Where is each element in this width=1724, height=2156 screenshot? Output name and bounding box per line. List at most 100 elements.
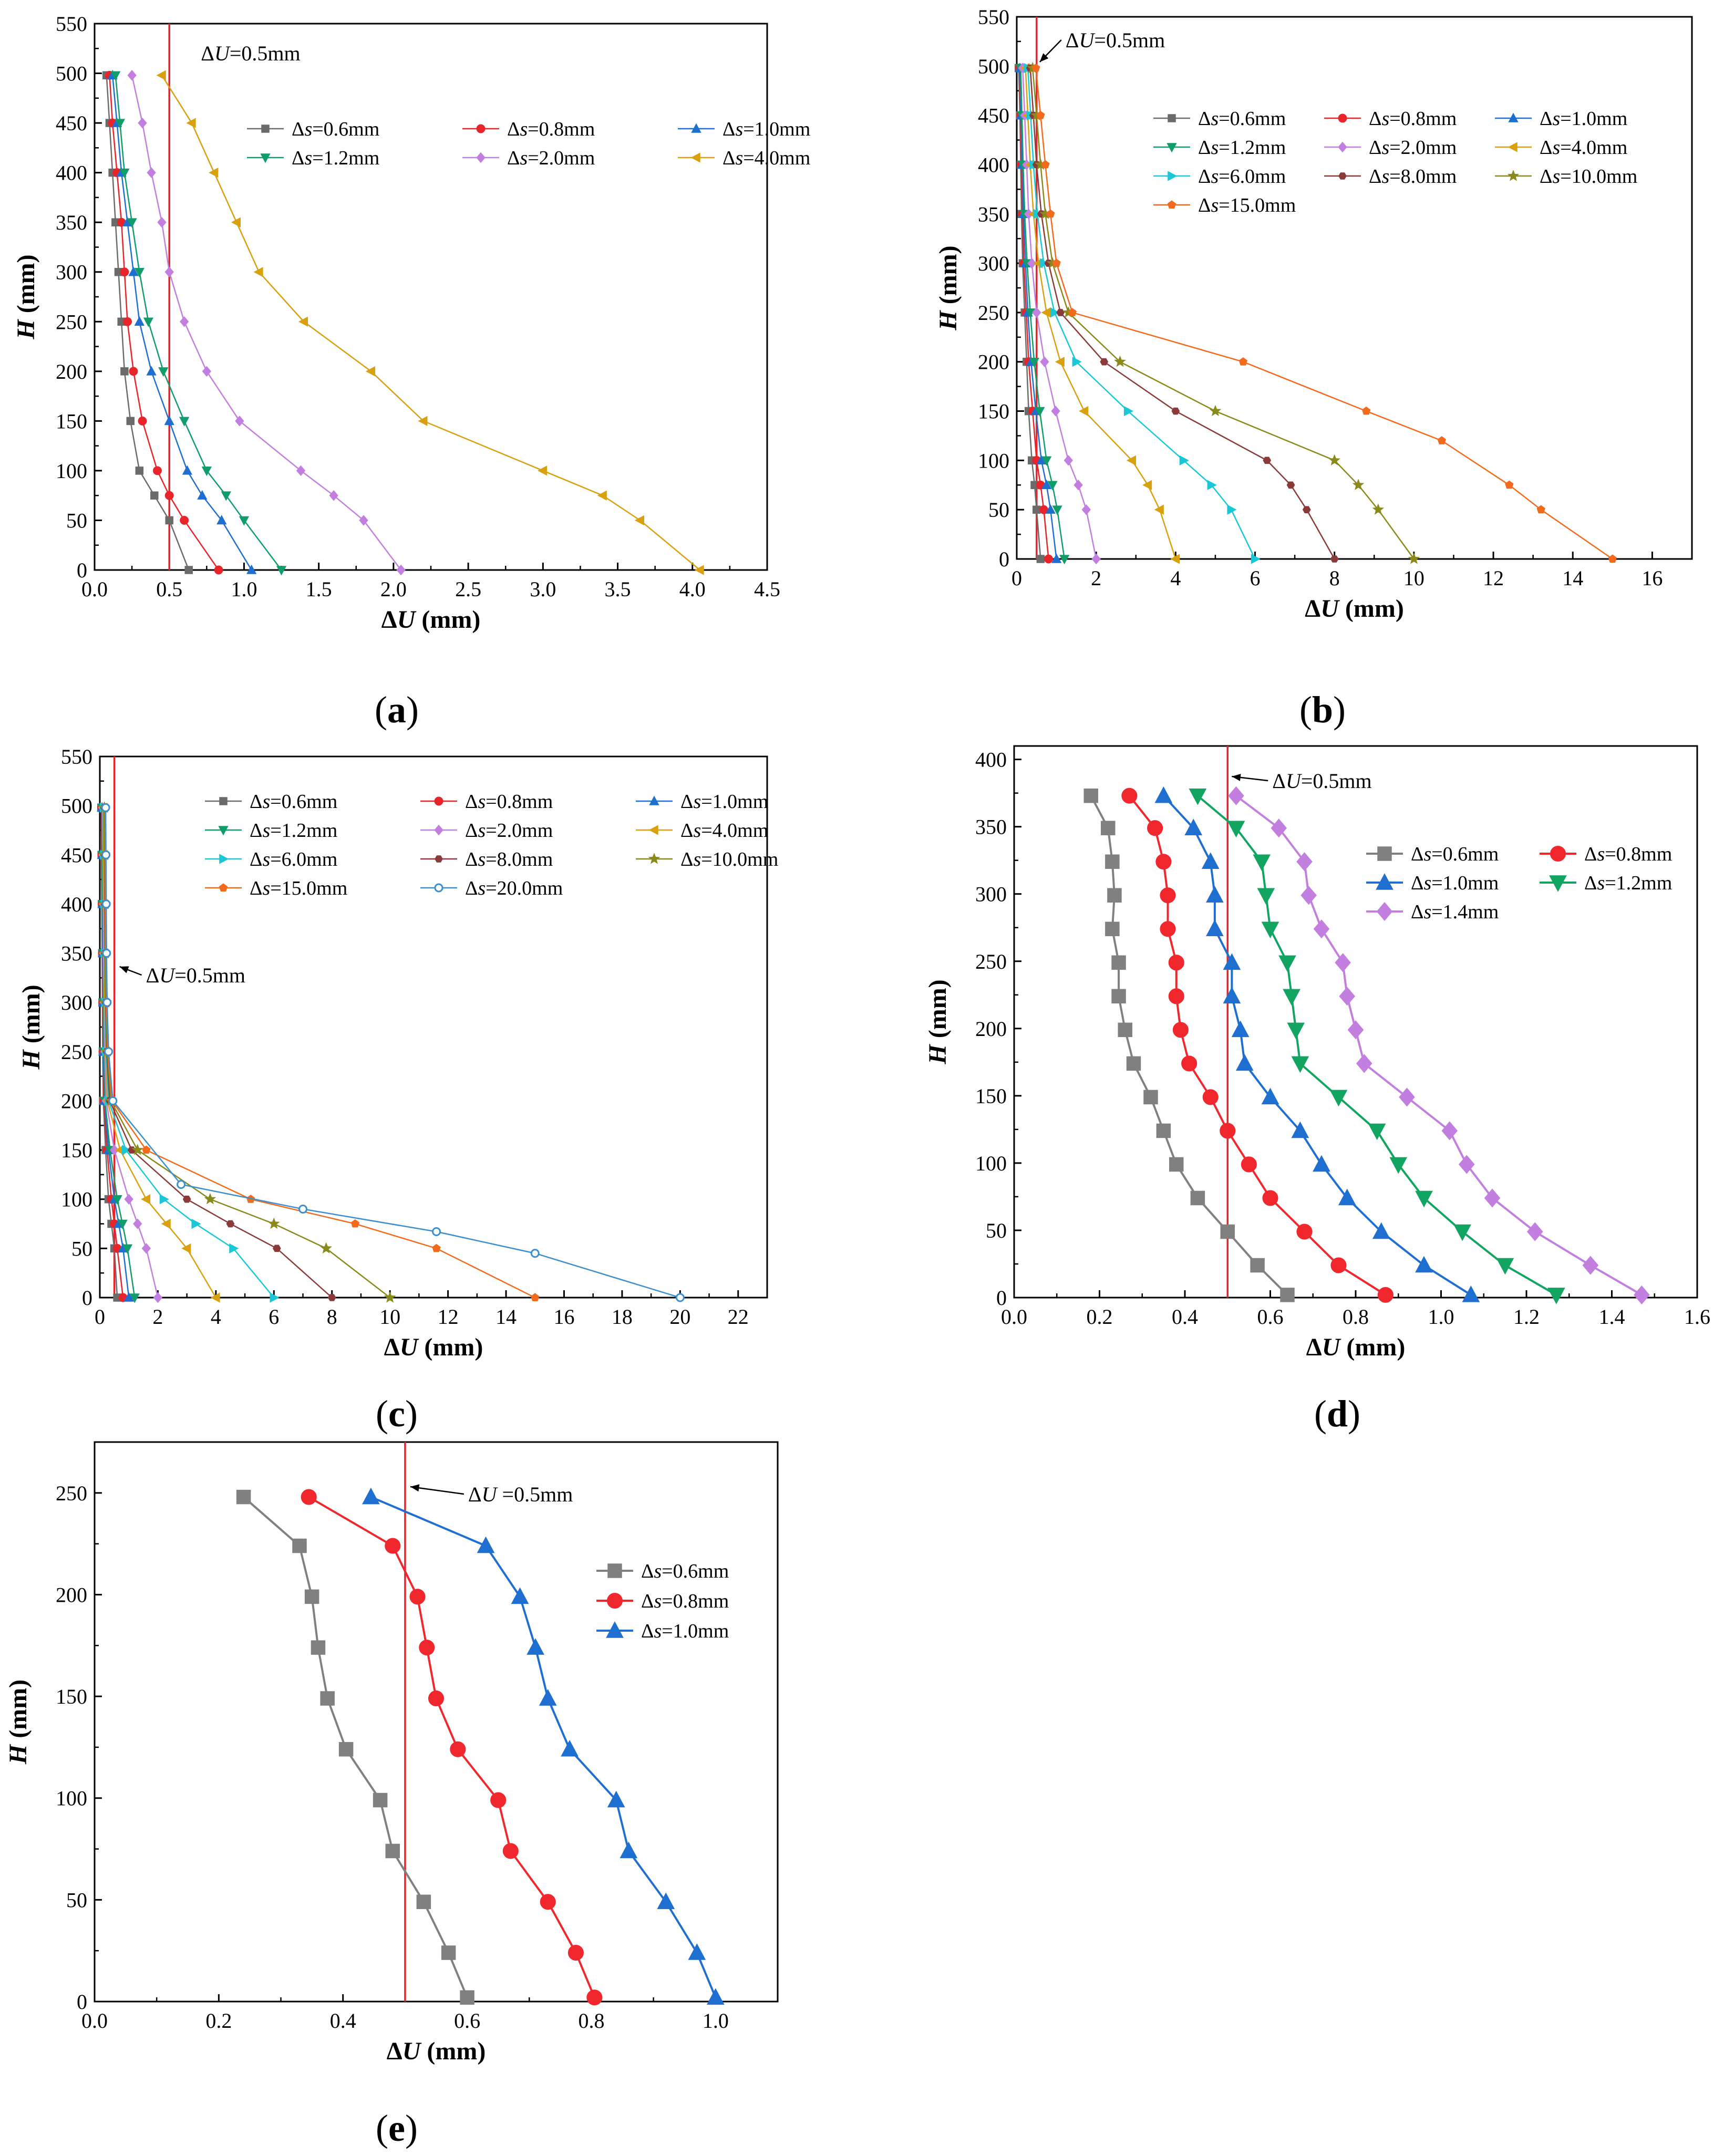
series-line-1 <box>109 75 220 571</box>
reference-line-label: ΔU=0.5mm <box>1272 769 1371 793</box>
data-point-1-14 <box>1330 1257 1347 1273</box>
legend-marker-2 <box>1376 873 1393 890</box>
legend-marker-0 <box>607 1563 622 1578</box>
legend-marker-8 <box>648 853 660 864</box>
data-point-0-7 <box>1118 1022 1132 1038</box>
data-point-0-1 <box>292 1538 307 1553</box>
data-point-2-0 <box>362 1487 380 1505</box>
data-point-5-4 <box>253 267 263 277</box>
data-point-2-11 <box>123 1292 134 1302</box>
data-point-2-9 <box>1261 1087 1279 1105</box>
legend-label-0: Δs=0.6mm <box>292 118 379 140</box>
legend-marker-3 <box>260 153 271 163</box>
y-tick-label: 0 <box>996 1286 1007 1310</box>
data-point-4-3 <box>1300 886 1317 905</box>
data-point-6-6 <box>1072 357 1082 367</box>
data-point-5-5 <box>298 316 308 327</box>
data-point-0-4 <box>320 1691 335 1706</box>
series-line-3 <box>115 75 282 571</box>
data-point-6-9 <box>191 1218 201 1229</box>
y-tick-label: 400 <box>975 748 1007 772</box>
x-tick-label: 10 <box>1403 566 1424 590</box>
data-point-3-6 <box>1283 989 1300 1006</box>
data-point-4-5 <box>1335 953 1351 972</box>
data-point-4-10 <box>1081 504 1091 515</box>
data-point-0-13 <box>1220 1224 1235 1239</box>
data-point-4-4 <box>1313 919 1330 939</box>
series-line-1 <box>1128 795 1386 1296</box>
data-point-5-7 <box>1079 406 1089 417</box>
data-point-0-8 <box>1126 1056 1141 1071</box>
data-point-8-8 <box>204 1193 216 1205</box>
data-point-3-4 <box>1261 921 1279 939</box>
data-point-10-9 <box>432 1227 441 1237</box>
data-point-3-10 <box>1052 505 1062 515</box>
data-point-9-3 <box>1046 209 1055 218</box>
data-point-1-1 <box>385 1538 401 1554</box>
data-point-1-12 <box>1262 1190 1278 1206</box>
data-point-7-10 <box>1302 506 1311 513</box>
x-tick-label: 14 <box>1562 566 1583 590</box>
legend-label-3: Δs=1.2mm <box>1198 137 1286 159</box>
chart-panel-3: 0.0 0.2 0.4 0.6 0.8 1.0 1.2 1.4 1.6 0 50 100 150 200 2… <box>924 745 1710 1361</box>
data-point-5-7 <box>418 416 428 427</box>
data-point-7-11 <box>1330 555 1339 563</box>
data-point-0-6 <box>120 367 129 376</box>
x-axis-label: ΔU (mm) <box>381 606 481 634</box>
legend-marker-0 <box>219 797 228 805</box>
x-tick-label: 2 <box>152 1305 163 1329</box>
x-tick-label: 0.0 <box>1001 1305 1027 1329</box>
data-point-1-7 <box>1172 1022 1189 1038</box>
data-point-4-0 <box>1228 786 1244 805</box>
data-point-3-6 <box>158 367 169 377</box>
data-point-10-11 <box>675 1293 685 1302</box>
data-point-4-11 <box>1458 1155 1475 1174</box>
data-point-2-7 <box>620 1841 638 1859</box>
data-point-6-10 <box>1227 504 1237 515</box>
legend-label-4: Δs=1.4mm <box>1411 901 1499 923</box>
x-tick-label: 2 <box>1091 566 1101 590</box>
data-point-1-7 <box>138 416 147 426</box>
y-tick-label: 500 <box>56 62 87 86</box>
data-point-4-5 <box>179 316 189 327</box>
legend-label-4: Δs=2.0mm <box>465 820 553 842</box>
data-point-8-9 <box>1352 479 1365 490</box>
data-point-0-2 <box>304 1589 319 1604</box>
data-point-0-6 <box>1111 989 1126 1004</box>
legend-marker-10 <box>434 883 443 893</box>
data-point-1-13 <box>1296 1224 1313 1240</box>
x-tick-label: 0.0 <box>81 2009 108 2033</box>
data-point-0-3 <box>311 1640 326 1655</box>
x-tick-label: 1.4 <box>1599 1305 1625 1329</box>
y-tick-label: 100 <box>56 1787 87 1810</box>
data-point-7-8 <box>1263 457 1272 464</box>
series-line-2 <box>111 75 252 571</box>
data-point-2-13 <box>1372 1222 1390 1239</box>
x-tick-label: 0.8 <box>1343 1305 1369 1329</box>
data-point-2-10 <box>706 1988 725 2005</box>
y-tick-label: 200 <box>56 360 87 383</box>
data-point-5-11 <box>694 565 704 575</box>
data-point-4-7 <box>1051 406 1060 417</box>
data-point-7-11 <box>327 1294 336 1301</box>
data-point-9-9 <box>1505 480 1514 489</box>
data-point-8-11 <box>384 1291 396 1303</box>
x-tick-label: 0.6 <box>454 2009 480 2033</box>
y-tick-label: 200 <box>61 1089 92 1113</box>
legend-label-2: Δs=1.0mm <box>1411 872 1499 894</box>
x-tick-label: 0 <box>95 1305 105 1329</box>
data-point-10-6 <box>108 1096 118 1105</box>
data-point-9-11 <box>1608 554 1617 563</box>
data-point-4-7 <box>1347 1020 1364 1040</box>
x-tick-label: 1.0 <box>231 577 257 601</box>
legend-marker-1 <box>606 1592 623 1609</box>
legend-label-6: Δs=6.0mm <box>250 848 337 870</box>
data-point-7-6 <box>1100 358 1109 366</box>
data-point-2-3 <box>1206 886 1224 903</box>
x-tick-label: 0.0 <box>81 577 108 601</box>
legend-label-10: Δs=20.0mm <box>465 877 563 899</box>
series-line-10 <box>105 807 680 1299</box>
data-point-10-8 <box>298 1204 308 1214</box>
data-point-2-3 <box>527 1638 544 1655</box>
legend-marker-8 <box>1507 170 1520 181</box>
